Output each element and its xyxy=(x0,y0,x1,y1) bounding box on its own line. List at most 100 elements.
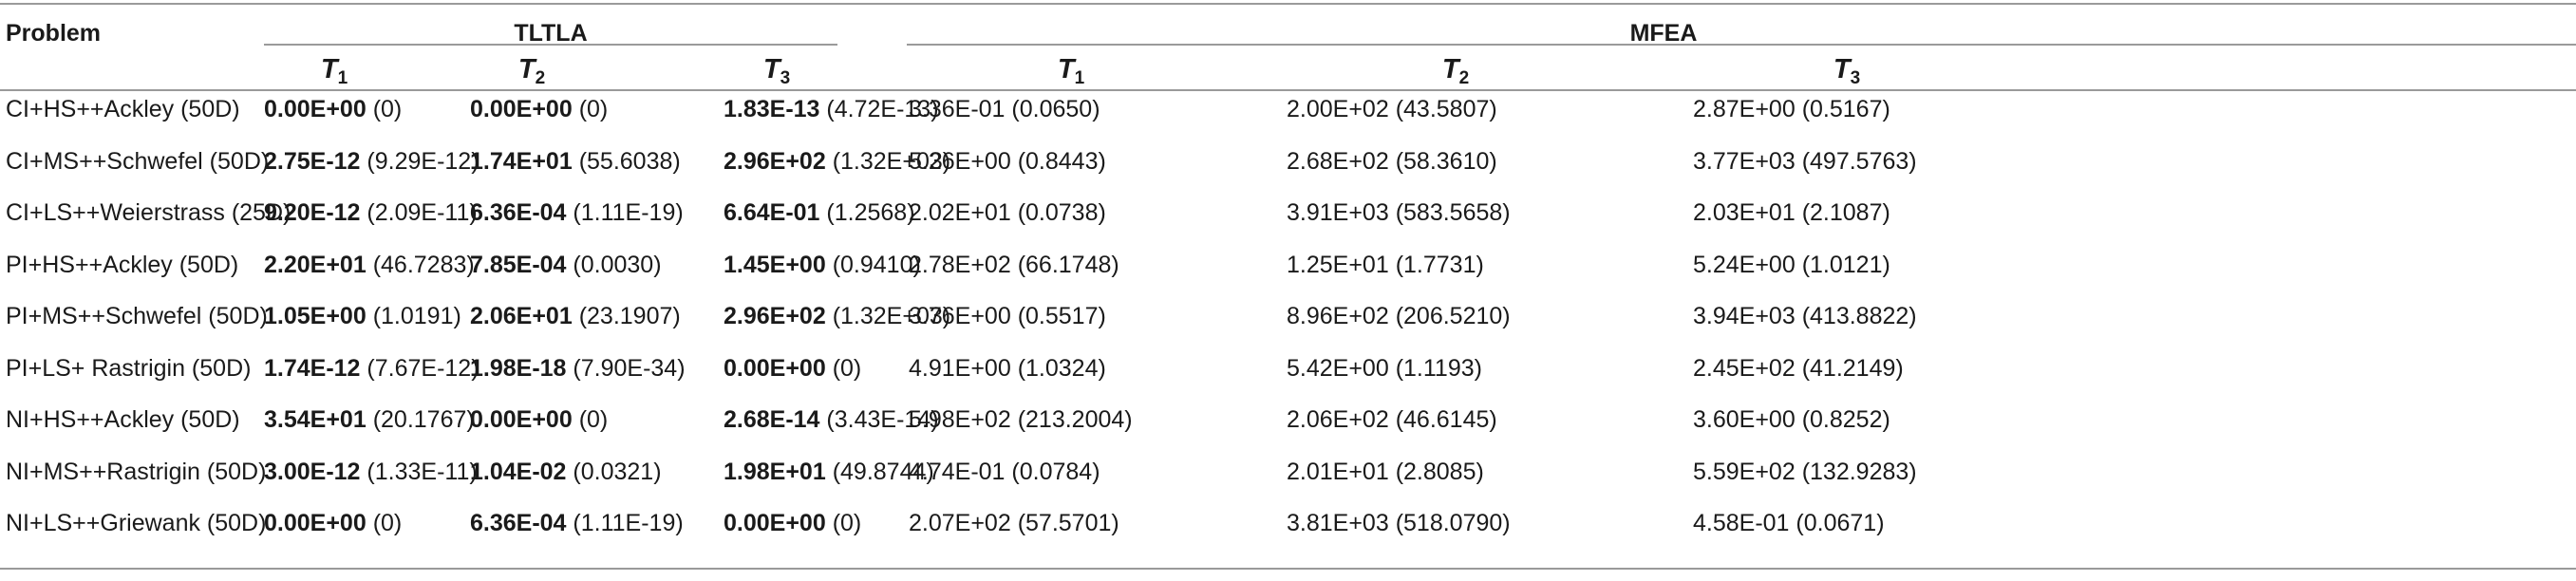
value-cell: 2.06E+02 (46.6145) xyxy=(1287,405,1497,434)
mean-value: 1.98E-18 xyxy=(470,354,567,382)
mean-value: 8.96E+02 xyxy=(1287,303,1389,329)
std-value: (0.0784) xyxy=(1005,458,1100,485)
value-cell: 1.25E+01 (1.7731) xyxy=(1287,251,1484,279)
problem-cell: CI+HS++Ackley (50D) xyxy=(6,96,240,122)
std-value: (0) xyxy=(572,406,609,433)
mean-value: 0.00E+00 xyxy=(724,510,826,536)
task-index: 2 xyxy=(535,68,546,88)
value-cell: 1.05E+00 (1.0191) xyxy=(264,302,461,330)
std-value: (0) xyxy=(572,96,609,122)
value-cell: 0.00E+00 (0) xyxy=(724,354,861,383)
std-value: (0.0321) xyxy=(566,458,662,485)
value-cell: 3.81E+03 (518.0790) xyxy=(1287,509,1511,537)
task-letter: T xyxy=(320,54,338,84)
std-value: (206.5210) xyxy=(1388,303,1511,329)
mean-value: 3.54E+01 xyxy=(264,406,367,433)
std-value: (0.8252) xyxy=(1795,406,1890,433)
value-cell: 1.04E-02 (0.0321) xyxy=(470,458,662,486)
std-value: (1.1193) xyxy=(1388,354,1482,382)
value-cell: 2.68E+02 (58.3610) xyxy=(1287,147,1497,176)
mean-value: 2.06E+02 xyxy=(1287,406,1389,433)
mean-value: 2.00E+02 xyxy=(1287,96,1389,122)
std-value: (57.5701) xyxy=(1010,510,1119,536)
mean-value: 3.36E-01 xyxy=(909,96,1006,122)
std-value: (1.11E-19) xyxy=(566,199,684,226)
std-value: (20.1767) xyxy=(366,406,475,433)
value-cell: 1.74E+01 (55.6038) xyxy=(470,147,681,176)
value-cell: 1.83E-13 (4.72E-13) xyxy=(724,95,939,123)
std-value: (55.6038) xyxy=(572,147,681,175)
mean-value: 4.74E-01 xyxy=(909,458,1006,485)
std-value: (132.9283) xyxy=(1795,458,1917,485)
value-cell: 3.77E+03 (497.5763) xyxy=(1693,147,1917,176)
mean-value: 7.85E-04 xyxy=(470,251,567,278)
mean-value: 2.75E-12 xyxy=(264,147,361,175)
std-value: (7.67E-12) xyxy=(360,354,479,382)
value-cell: 4.74E-01 (0.0784) xyxy=(909,458,1100,486)
std-value: (66.1748) xyxy=(1010,251,1119,278)
value-cell: 5.42E+00 (1.1193) xyxy=(1287,354,1482,383)
value-cell: 0.00E+00 (0) xyxy=(470,405,608,434)
std-value: (9.29E-12) xyxy=(360,147,479,175)
std-value: (0) xyxy=(366,510,403,536)
mean-value: 1.25E+01 xyxy=(1287,251,1389,278)
problem-cell: PI+LS+ Rastrigin (50D) xyxy=(6,354,252,382)
std-value: (49.8744) xyxy=(825,458,934,485)
group-header-mfea: MFEA xyxy=(1629,20,1698,47)
std-value: (0.9410) xyxy=(825,251,921,278)
mean-value: 2.02E+01 xyxy=(909,199,1011,226)
task-index: 1 xyxy=(1074,68,1085,88)
mean-value: 3.76E+00 xyxy=(909,303,1011,329)
problem-cell: PI+HS++Ackley (50D) xyxy=(6,251,239,278)
mean-value: 5.98E+02 xyxy=(909,406,1011,433)
value-cell: 3.54E+01 (20.1767) xyxy=(264,405,475,434)
mean-value: 1.74E+01 xyxy=(470,147,573,175)
header-rule xyxy=(0,89,2576,91)
value-cell: 8.96E+02 (206.5210) xyxy=(1287,302,1511,330)
problem-cell: PI+MS++Schwefel (50D) xyxy=(6,303,268,329)
std-value: (23.1907) xyxy=(572,303,681,329)
std-value: (1.0324) xyxy=(1010,354,1106,382)
problem-cell: NI+HS++Ackley (50D) xyxy=(6,406,240,433)
std-value: (1.0191) xyxy=(366,303,461,329)
mean-value: 1.05E+00 xyxy=(264,303,367,329)
std-value: (1.11E-19) xyxy=(566,510,684,536)
value-cell: 3.60E+00 (0.8252) xyxy=(1693,405,1890,434)
std-value: (1.33E-11) xyxy=(360,458,478,485)
mean-value: 5.59E+02 xyxy=(1693,458,1796,485)
std-value: (213.2004) xyxy=(1010,406,1133,433)
mean-value: 2.68E+02 xyxy=(1287,147,1389,175)
value-cell: 4.91E+00 (1.0324) xyxy=(909,354,1106,383)
task-letter: T xyxy=(762,54,780,84)
group-rule-mfea xyxy=(907,44,2576,46)
std-value: (4.72E-13) xyxy=(819,96,939,122)
task-index: 3 xyxy=(1850,68,1861,88)
task-header-mfea-t3: T3 xyxy=(1833,55,1860,93)
mean-value: 0.00E+00 xyxy=(470,96,573,122)
std-value: (0.5167) xyxy=(1795,96,1890,122)
mean-value: 3.77E+03 xyxy=(1693,147,1796,175)
std-value: (0) xyxy=(825,354,862,382)
mean-value: 2.96E+02 xyxy=(724,147,826,175)
mean-value: 2.01E+01 xyxy=(1287,458,1389,485)
mean-value: 2.03E+01 xyxy=(1693,199,1796,226)
value-cell: 9.20E-12 (2.09E-11) xyxy=(264,198,478,227)
std-value: (413.8822) xyxy=(1795,303,1917,329)
value-cell: 0.00E+00 (0) xyxy=(264,509,402,537)
group-header-tltla: TLTLA xyxy=(514,20,588,47)
value-cell: 3.94E+03 (413.8822) xyxy=(1693,302,1917,330)
value-cell: 2.00E+02 (43.5807) xyxy=(1287,95,1497,123)
value-cell: 2.20E+01 (46.7283) xyxy=(264,251,475,279)
std-value: (1.0121) xyxy=(1795,251,1890,278)
std-value: (0.0650) xyxy=(1005,96,1100,122)
std-value: (0) xyxy=(825,510,862,536)
task-letter: T xyxy=(517,54,536,84)
std-value: (1.7731) xyxy=(1388,251,1484,278)
value-cell: 3.00E-12 (1.33E-11) xyxy=(264,458,478,486)
value-cell: 6.36E-04 (1.11E-19) xyxy=(470,198,684,227)
problem-cell: CI+LS++Weierstrass (25D) xyxy=(6,199,291,226)
mean-value: 4.58E-01 xyxy=(1693,510,1790,536)
value-cell: 1.98E+01 (49.8744) xyxy=(724,458,934,486)
task-index: 2 xyxy=(1458,68,1470,88)
value-cell: 3.36E-01 (0.0650) xyxy=(909,95,1100,123)
